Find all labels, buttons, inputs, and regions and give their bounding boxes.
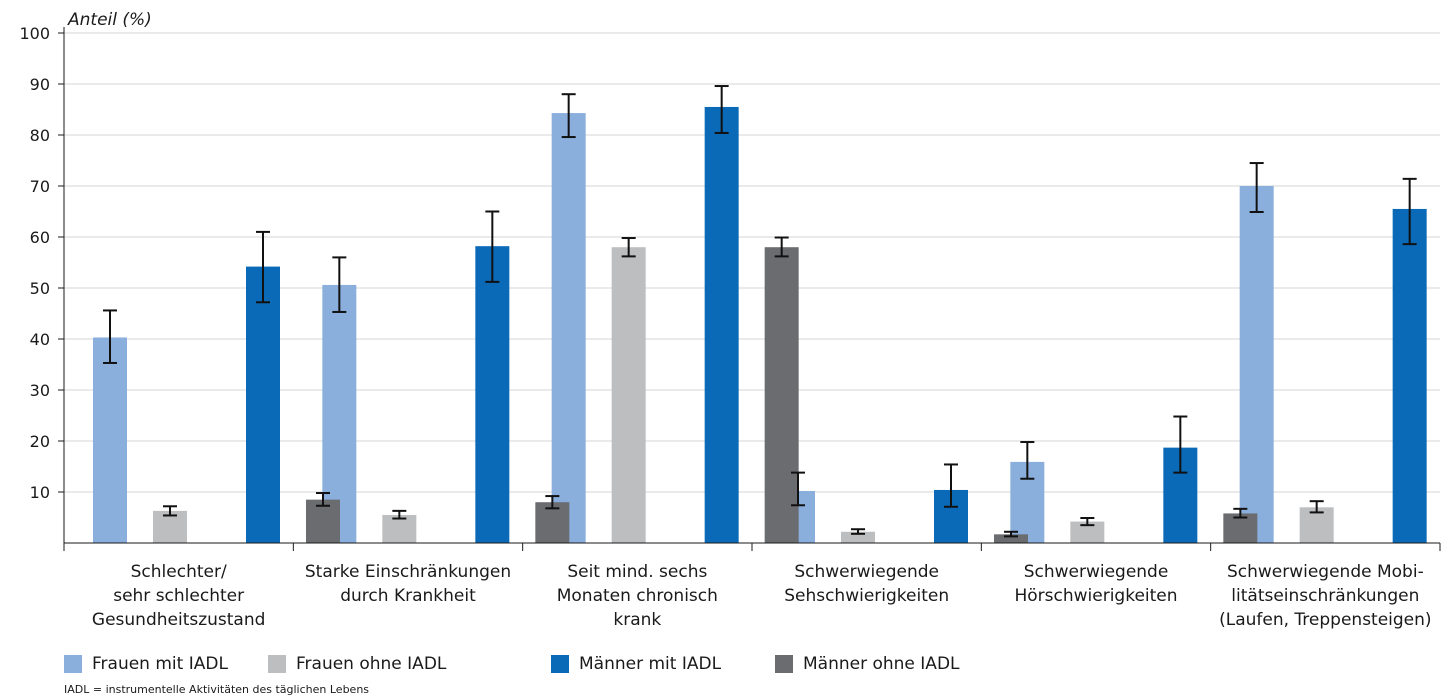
y-tick-label: 90 [30, 75, 50, 94]
y-tick-label: 80 [30, 126, 50, 145]
bar [382, 514, 417, 543]
y-tick-label: 100 [19, 24, 50, 43]
footnote: IADL = instrumentelle Aktivitäten des tä… [64, 683, 370, 696]
y-tick-label: 70 [30, 177, 50, 196]
bar [704, 106, 739, 543]
x-category-label: Schwerwiegende Hörschwierigkeiten [1014, 562, 1177, 606]
x-category-label: Schwerwiegende Mobi-litätseinschränkunge… [1219, 562, 1431, 630]
x-category-label: Schwerwiegende Sehschwierigkeiten [784, 562, 949, 606]
bar [994, 534, 1028, 543]
y-tick-label: 30 [30, 381, 50, 400]
bar [93, 337, 127, 543]
axes: 10 20 30 40 50 60 70 80 90 100 Schlechter/sehr sch… [19, 24, 1441, 630]
legend-swatch [64, 655, 82, 673]
error-bars [103, 85, 1417, 538]
x-category-label: Seit mind. sechs Monaten chronisch krank [557, 562, 718, 630]
bar [611, 247, 646, 543]
bars [93, 106, 1427, 543]
legend-item-maenner-ohne-iadl: Männer ohne IADL [775, 654, 960, 674]
bar [475, 246, 510, 543]
bar [1239, 186, 1274, 543]
legend-swatch [551, 655, 569, 673]
bar [1070, 521, 1105, 543]
bar [246, 266, 280, 543]
legend-label: Frauen ohne IADL [296, 654, 447, 674]
y-tick-label: 40 [30, 330, 50, 349]
y-tick-label: 60 [30, 228, 50, 247]
bar [551, 113, 586, 543]
legend-label: Männer mit IADL [579, 654, 722, 674]
legend-item-maenner-mit-iadl: Männer mit IADL [551, 654, 721, 674]
bar [764, 247, 799, 543]
x-category-label: Starke Einschränkungen durch Krankheit [305, 562, 511, 606]
legend-label: Frauen mit IADL [92, 654, 228, 674]
legend-item-frauen-mit-iadl: Frauen mit IADL [64, 654, 228, 674]
y-axis-label: Anteil (%) [67, 10, 152, 30]
legend: Frauen mit IADL Frauen ohne IADL Männer … [64, 654, 1064, 676]
bar [841, 531, 875, 543]
y-tick-label: 10 [30, 483, 50, 502]
bar [306, 499, 340, 543]
bar [1392, 208, 1427, 543]
legend-item-frauen-ohne-iadl: Frauen ohne IADL [268, 654, 446, 674]
legend-label: Männer ohne IADL [803, 654, 960, 674]
legend-swatch [775, 655, 793, 673]
y-tick-label: 20 [30, 432, 50, 451]
legend-swatch [268, 655, 286, 673]
gridlines [64, 32, 1440, 493]
y-tick-label: 50 [30, 279, 50, 298]
bar-chart: 10 20 30 40 50 60 70 80 90 100 Schlechter/sehr sch… [19, 10, 1441, 630]
x-category-label: Schlechter/sehr schlechter Gesundheitszus… [92, 562, 266, 630]
